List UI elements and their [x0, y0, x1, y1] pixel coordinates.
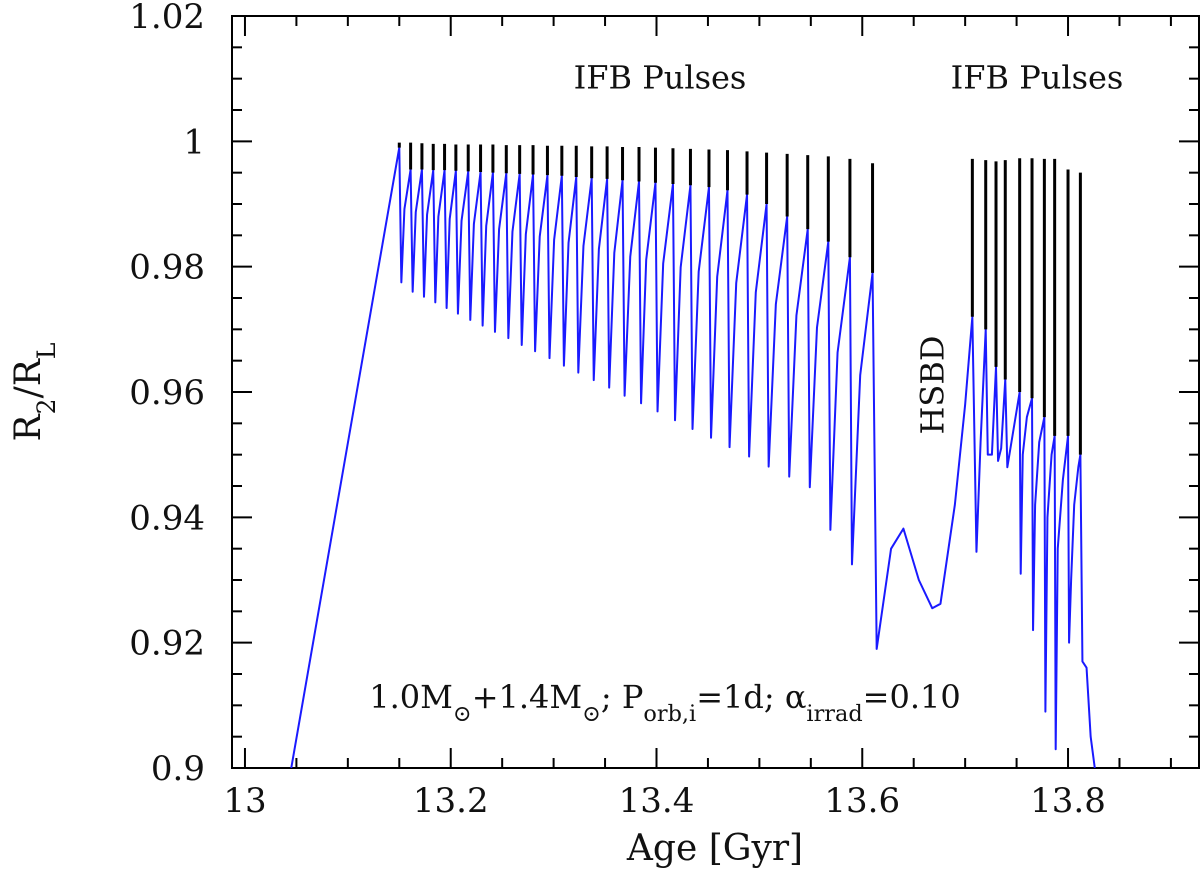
x-tick-label: 13.2: [413, 781, 489, 821]
note-part: α: [785, 678, 807, 716]
y-tick-label: 0.92: [129, 624, 205, 664]
note-part: ; P: [601, 678, 643, 716]
x-tick-label: 13.4: [619, 781, 695, 821]
note-part: +1.4M: [472, 678, 582, 716]
y-tick-label: 0.98: [129, 248, 205, 288]
y-label-part: 2: [32, 398, 61, 414]
annotation: 1.0M⊙+1.4M⊙; Porb,i=1d; αirrad=0.10: [369, 678, 960, 727]
y-tick-label: 1.02: [129, 0, 205, 37]
annotation: IFB Pulses: [951, 59, 1124, 97]
y-axis-label: R2/RL: [8, 342, 61, 441]
x-tick-label: 13.6: [824, 781, 900, 821]
note-part: =1d;: [696, 678, 785, 716]
note-part: 1.0M: [369, 678, 453, 716]
x-tick-label: 13.8: [1030, 781, 1106, 821]
y-tick-label: 0.96: [129, 373, 205, 413]
note-part: orb,i: [643, 701, 696, 727]
y-label-part: R: [8, 414, 49, 442]
annotation: IFB Pulses: [574, 59, 747, 97]
y-tick-label: 1: [183, 122, 205, 162]
note-part: ⊙: [453, 701, 472, 727]
note-part: irrad: [806, 701, 862, 727]
y-tick-label: 0.9: [151, 749, 205, 789]
x-axis-label: Age [Gyr]: [626, 828, 803, 869]
data-line: [290, 146, 1096, 768]
y-label-part: /R: [8, 358, 49, 398]
data-line: [397, 142, 1082, 455]
note-part: =0.10: [863, 678, 961, 716]
annotation: HSBD: [914, 336, 952, 435]
y-tick-label: 0.94: [129, 498, 205, 538]
note-part: ⊙: [582, 701, 601, 727]
y-label-part: L: [32, 342, 61, 359]
x-tick-label: 13: [223, 781, 266, 821]
